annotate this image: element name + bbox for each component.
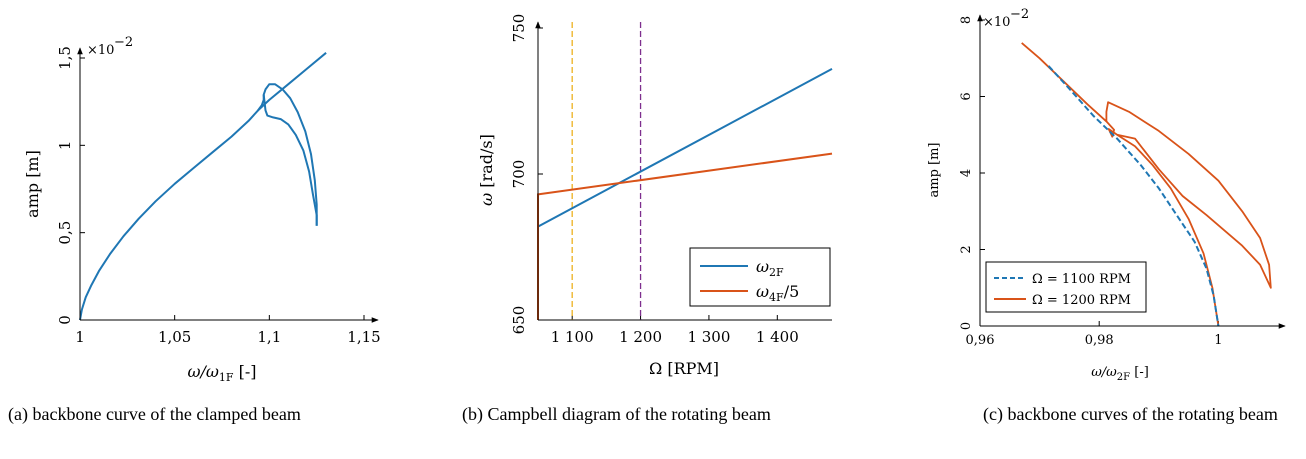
panel-a-series [79,52,327,321]
legend-label-omega4f: ω4F/5 [756,282,799,304]
panel-a-series-line-1 [262,94,318,226]
panel-c-y-tick-label: 6 [959,92,974,100]
panel-a-y-tick-label: 0,5 [56,221,74,245]
panel-a-x-tick-label: 1,15 [347,328,380,346]
panel-b-x-label: Ω [RPM] [649,359,719,378]
panel-b-y-tick-label: 750 [510,14,528,43]
panel-b-x-tick-label: 1 200 [619,328,662,346]
caption-a: (a) backbone curve of the clamped beam [8,404,301,424]
panel-c-y-tick-label: 2 [959,245,974,253]
panel-a-x-tick-label: 1,1 [257,328,281,346]
caption-b: (b) Campbell diagram of the rotating bea… [462,404,771,424]
panel-c-series [1021,42,1272,327]
panel-c-x-tick-label: 1 [1214,333,1222,348]
panel-c-ticks: 0,96 0,98 1 0 2 4 6 8 [959,16,1223,348]
panel-a: 1 1,05 1,1 1,15 0 0,5 1 1,5 ×10 −2 amp [m] ω/ω1… [23,35,381,384]
panel-b-vlines [571,22,642,320]
caption-c: (c) backbone curves of the rotating beam [983,404,1278,424]
panel-c-exp-power: −2 [1010,7,1029,22]
panel-a-y-tick-label: 1 [56,141,74,151]
panel-c-legend-box [985,261,1147,313]
panel-a-x-tick-label: 1,05 [158,328,191,346]
panel-b-x-tick-label: 1 400 [756,328,799,346]
panel-b-x-tick-label: 1 300 [687,328,730,346]
legend-label-1100rpm: Ω = 1100 RPM [1032,272,1131,287]
panel-a-x-tick-label: 1 [75,328,85,346]
legend-label-omega2f: ω2F [756,257,784,279]
panel-c-x-tick-label: 0,96 [966,333,995,348]
panel-b-legend: ω2F ω4F/5 [689,247,831,307]
figure-canvas: 1 1,05 1,1 1,15 0 0,5 1 1,5 ×10 −2 amp [m] ω/ω1… [23,7,1286,384]
panel-a-series-line-2 [257,52,327,112]
panel-b-legend-box [689,247,831,307]
panel-c-y-tick-label: 4 [959,169,974,177]
panel-c-y-tick-label: 0 [959,322,974,330]
panel-a-exp-power: −2 [114,35,133,50]
panel-a-x-label: ω/ω1F [-] [187,362,256,384]
panel-a-y-label: amp [m] [23,150,42,218]
panel-c-legend: Ω = 1100 RPM Ω = 1200 RPM [985,261,1147,313]
panel-c-series-line-2 [1105,101,1272,289]
panel-b-y-label: ω [rad/s] [477,134,496,206]
panel-b-x-tick-label: 1 100 [551,328,594,346]
panel-b-y-tick-label: 650 [510,306,528,335]
panel-c-y-tick-label: 8 [959,16,974,24]
panel-a-y-tick-label: 0 [56,315,74,325]
panel-c-series-line-1 [1021,42,1220,327]
panel-c-y-label: amp [m] [927,142,942,197]
panel-c-series-line-0 [1047,65,1220,327]
panel-a-grid: 1 1,05 1,1 1,15 0 0,5 1 1,5 [56,46,381,346]
panel-a-exp-base: ×10 [87,43,114,58]
panel-b-y-tick-label: 700 [510,160,528,189]
panel-a-y-tick-label: 1,5 [56,46,74,70]
panel-c-x-tick-label: 0,98 [1085,333,1114,348]
panel-c-exp-base: ×10 [983,15,1010,30]
panel-c-x-label: ω/ω2F [-] [1091,365,1149,383]
legend-label-1200rpm: Ω = 1200 RPM [1032,293,1131,308]
